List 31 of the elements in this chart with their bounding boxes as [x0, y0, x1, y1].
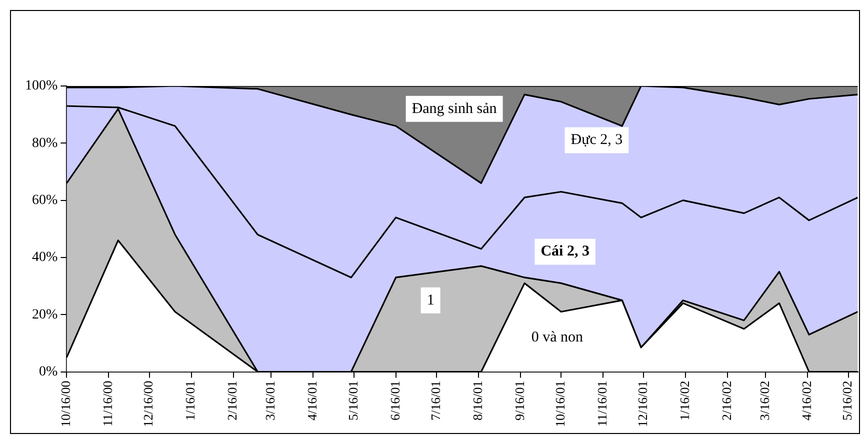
x-tick-label: 4/16/01: [304, 380, 320, 421]
y-tick-label: 20%: [32, 307, 58, 322]
y-tick-label: 40%: [32, 250, 58, 266]
x-tick-label: 3/16/02: [757, 380, 772, 421]
x-tick-label: 12/16/01: [635, 380, 650, 428]
y-tick-label: 0%: [38, 364, 58, 380]
x-tick-label: 1/16/02: [677, 380, 692, 421]
x-tick-label: 2/16/02: [719, 380, 734, 421]
series-label: Đang sinh sản: [412, 100, 498, 117]
y-tick-label: 100%: [24, 78, 58, 94]
series-label: 0 và non: [531, 329, 584, 346]
x-tick-label: 9/16/01: [512, 380, 527, 421]
x-tick-label: 5/16/01: [345, 380, 360, 421]
x-tick-label: 11/16/00: [100, 380, 116, 427]
x-tick-label: 1/16/01: [182, 380, 198, 421]
x-tick-label: 5/16/02: [840, 380, 855, 421]
y-tick-label: 60%: [32, 192, 58, 208]
x-tick-label: 4/16/02: [799, 380, 814, 421]
x-tick-label: 8/16/01: [470, 380, 485, 421]
x-tick-label: 12/16/00: [140, 380, 156, 428]
series-label: 1: [426, 292, 434, 308]
x-tick-label: 6/16/01: [387, 380, 402, 421]
y-tick-label: 80%: [32, 136, 58, 151]
x-tick-label: 10/16/01: [552, 380, 568, 428]
series-label: Cái 2, 3: [540, 244, 590, 260]
x-tick-label: 10/16/00: [58, 380, 74, 428]
x-tick-label: 3/16/01: [262, 380, 278, 421]
x-tick-label: 2/16/01: [224, 380, 240, 421]
x-tick-label: 7/16/01: [428, 380, 443, 421]
series-label: Đực 2, 3: [570, 132, 623, 148]
x-tick-label: 11/16/01: [594, 380, 610, 427]
